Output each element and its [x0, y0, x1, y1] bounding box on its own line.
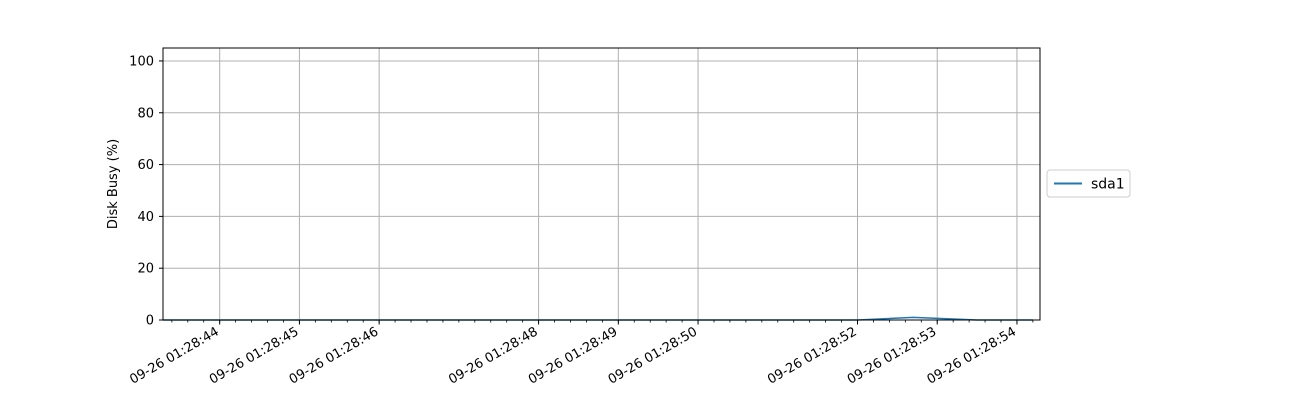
y-tick-label: 40 [137, 210, 154, 225]
x-tick-label: 09-26 01:28:53 [845, 324, 939, 387]
y-axis: 0 20 40 60 80 100 [129, 54, 163, 329]
y-tick-label: 80 [137, 106, 154, 121]
x-tick-label: 09-26 01:28:54 [925, 324, 1019, 387]
x-tick-label: 09-26 01:28:52 [765, 324, 859, 387]
grid [163, 48, 1040, 321]
x-tick-label: 09-26 01:28:44 [127, 324, 221, 387]
plot-area-frame [162, 47, 1041, 321]
legend-box [1046, 169, 1131, 198]
x-tick-label: 09-26 01:28:50 [606, 324, 700, 387]
x-tick-label: 09-26 01:28:49 [526, 324, 620, 387]
y-tick-label: 60 [137, 158, 154, 173]
x-tick-label: 09-26 01:28:48 [446, 324, 540, 387]
y-tick-label: 0 [146, 314, 154, 329]
legend: sda1 [1046, 169, 1131, 198]
y-tick-label: 20 [137, 262, 154, 277]
legend-label-sda1: sda1 [1091, 177, 1125, 193]
y-axis-label: Disk Busy (%) [106, 139, 121, 229]
x-tick-label: 09-26 01:28:46 [287, 324, 381, 387]
x-tick-label: 09-26 01:28:45 [207, 324, 301, 387]
y-tick-label: 100 [129, 54, 154, 69]
